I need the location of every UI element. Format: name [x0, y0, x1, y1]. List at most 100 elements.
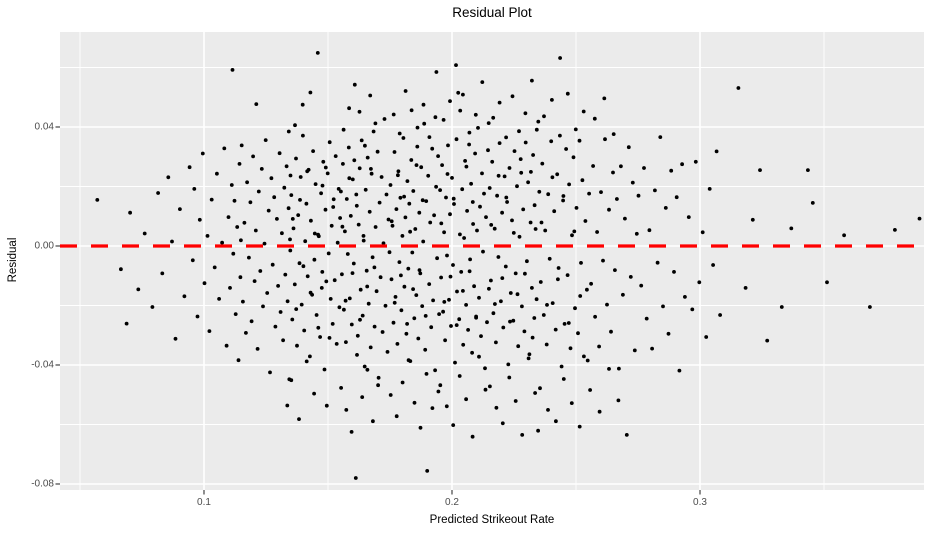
data-point — [124, 321, 129, 326]
data-point — [624, 433, 629, 437]
data-point — [192, 187, 197, 191]
data-point — [570, 233, 574, 238]
data-point — [569, 401, 574, 405]
data-point — [433, 368, 437, 373]
data-point — [253, 228, 258, 233]
data-point — [288, 248, 293, 253]
data-point — [414, 163, 419, 168]
data-point — [520, 304, 524, 309]
data-point — [536, 119, 541, 124]
data-point — [499, 299, 503, 304]
data-point — [363, 187, 368, 192]
data-point — [244, 331, 248, 335]
plot-panel — [55, 32, 924, 495]
data-point — [294, 307, 299, 311]
data-point — [347, 176, 352, 181]
data-point — [386, 217, 391, 222]
data-point — [319, 286, 324, 290]
data-point — [736, 86, 741, 90]
data-point — [324, 279, 329, 284]
data-point — [475, 228, 479, 233]
data-point — [372, 265, 377, 270]
data-point — [417, 268, 422, 272]
data-point — [561, 194, 566, 198]
data-point — [521, 207, 526, 212]
data-point — [449, 324, 453, 328]
data-point — [540, 161, 545, 166]
data-point — [478, 204, 482, 209]
data-point — [432, 213, 436, 218]
data-point — [311, 149, 315, 153]
data-point — [473, 151, 477, 156]
data-point — [461, 342, 466, 347]
data-point — [389, 277, 394, 282]
data-point — [587, 191, 591, 196]
data-point — [402, 194, 406, 199]
data-point — [507, 375, 512, 380]
data-point — [325, 171, 330, 176]
data-point — [526, 356, 531, 361]
data-point — [293, 123, 297, 128]
data-point — [644, 316, 649, 321]
data-point — [674, 195, 679, 200]
data-point — [686, 215, 691, 220]
data-point — [371, 129, 376, 134]
data-point — [558, 56, 562, 60]
data-point — [639, 283, 644, 288]
data-point — [170, 239, 174, 244]
data-point — [690, 307, 695, 312]
data-point — [341, 127, 346, 132]
data-point — [494, 405, 499, 410]
data-point — [195, 314, 200, 319]
data-point — [391, 320, 396, 325]
data-point — [352, 82, 357, 87]
data-point — [470, 200, 475, 204]
data-point — [318, 335, 322, 339]
data-point — [277, 151, 282, 156]
data-point — [552, 209, 557, 214]
data-point — [554, 419, 558, 424]
data-point — [442, 300, 447, 304]
data-point — [436, 154, 440, 158]
data-point — [373, 225, 378, 229]
data-point — [212, 265, 217, 270]
data-point — [512, 149, 517, 153]
data-point — [607, 367, 611, 371]
data-point — [672, 270, 676, 274]
data-point — [220, 240, 225, 245]
data-point — [810, 201, 815, 205]
x-tick-label: 0.3 — [693, 497, 707, 508]
data-point — [601, 258, 605, 263]
data-point — [270, 262, 275, 267]
data-point — [533, 227, 538, 231]
data-point — [376, 375, 381, 380]
data-point — [444, 195, 448, 200]
data-point — [343, 298, 348, 303]
data-point — [510, 94, 515, 99]
data-point — [392, 300, 397, 305]
data-point — [296, 213, 301, 218]
data-point — [298, 175, 303, 179]
data-point — [477, 295, 481, 300]
data-point — [344, 340, 348, 344]
data-point — [291, 226, 296, 231]
data-point — [697, 280, 702, 285]
data-point — [482, 191, 486, 196]
data-point — [332, 278, 337, 283]
data-point — [381, 241, 386, 246]
data-point — [262, 241, 267, 246]
data-point — [372, 324, 377, 329]
data-point — [340, 224, 345, 229]
data-point — [354, 203, 359, 208]
data-point — [480, 171, 484, 176]
data-point — [255, 347, 260, 351]
data-point — [393, 295, 398, 299]
data-point — [456, 90, 461, 95]
data-point — [519, 170, 524, 175]
data-point — [361, 234, 366, 238]
data-point — [249, 319, 254, 324]
data-point — [409, 108, 414, 113]
data-point — [339, 386, 343, 390]
data-point — [423, 314, 428, 318]
